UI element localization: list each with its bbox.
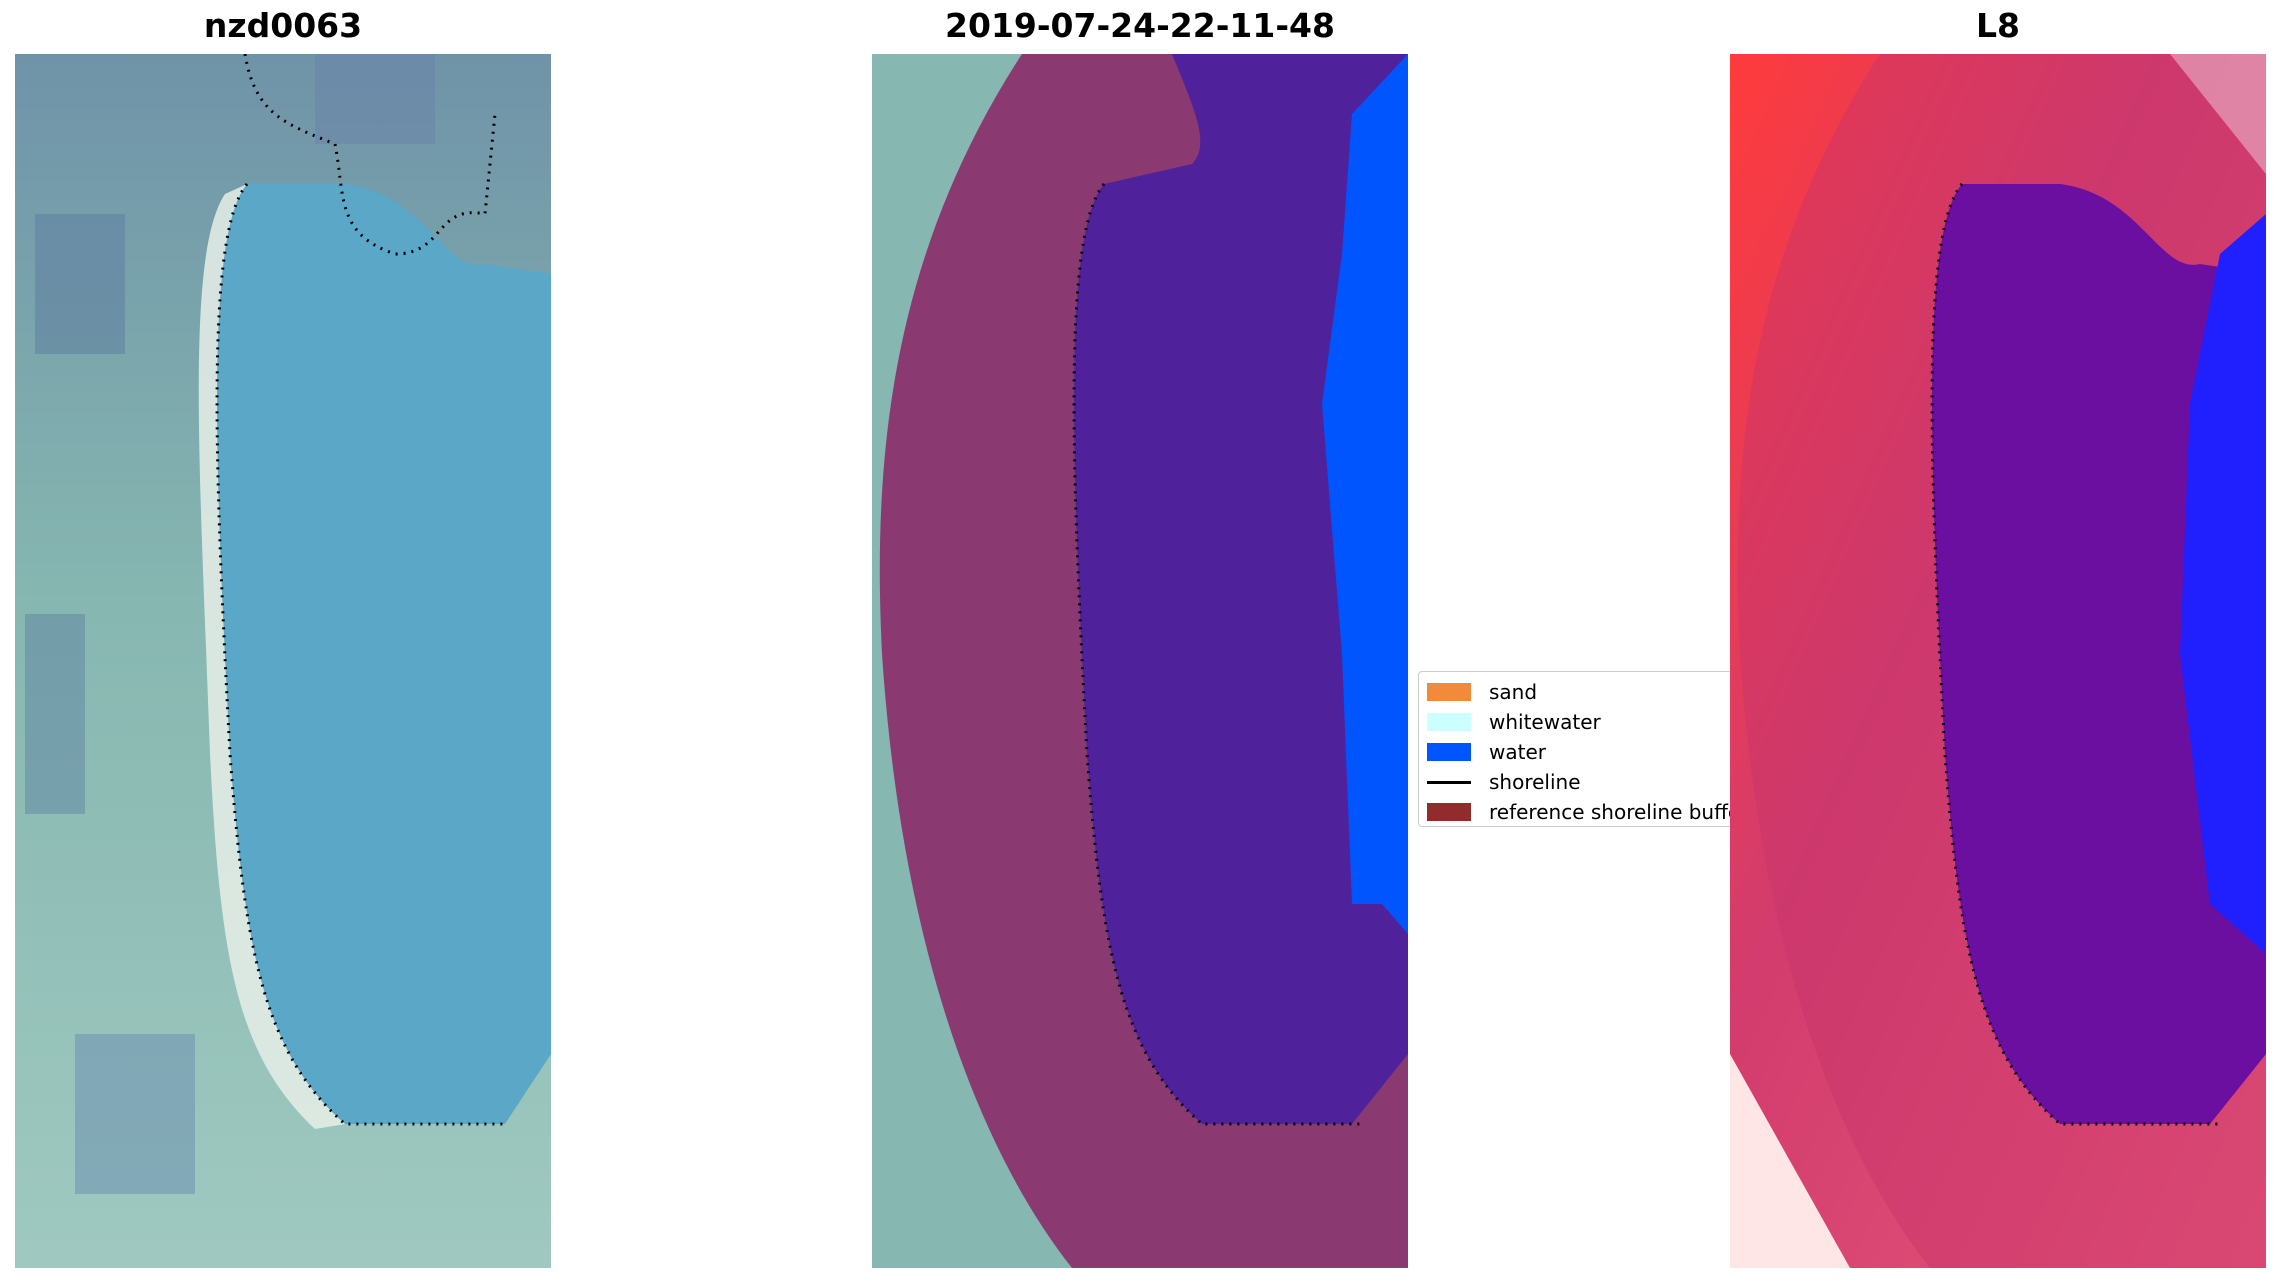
legend: sand whitewater water shoreline referenc… bbox=[1418, 671, 1738, 827]
legend-item-sand: sand bbox=[1427, 678, 1537, 706]
panel-title-date: 2019-07-24-22-11-48 bbox=[945, 6, 1335, 45]
legend-item-whitewater: whitewater bbox=[1427, 708, 1601, 736]
legend-item-reference-buffer: reference shoreline buffer bbox=[1427, 798, 1738, 826]
buffer-swatch bbox=[1427, 803, 1471, 821]
legend-label: shoreline bbox=[1489, 770, 1581, 794]
water-swatch bbox=[1427, 743, 1471, 761]
shoreline-line bbox=[215, 183, 505, 1126]
legend-label: whitewater bbox=[1489, 710, 1601, 734]
legend-label: sand bbox=[1489, 680, 1538, 704]
water-area bbox=[217, 184, 551, 1124]
shoreline-swatch bbox=[1427, 780, 1471, 784]
legend-label: water bbox=[1489, 740, 1546, 764]
lagoon-index bbox=[1932, 184, 2266, 1124]
water-class bbox=[1322, 54, 1408, 934]
index-image-panel bbox=[1730, 54, 2266, 1268]
panel-title-rgb: nzd0063 bbox=[203, 6, 363, 45]
legend-label: reference shoreline buffer bbox=[1489, 800, 1738, 824]
rgb-image-panel bbox=[15, 54, 551, 1268]
panel-title-l8: L8 bbox=[1976, 6, 2020, 45]
whitewater-swatch bbox=[1427, 713, 1471, 731]
water-in-buffer bbox=[1074, 54, 1408, 1124]
sand-swatch bbox=[1427, 683, 1471, 701]
legend-item-water: water bbox=[1427, 738, 1546, 766]
classified-image-panel bbox=[872, 54, 1408, 1268]
legend-item-shoreline: shoreline bbox=[1427, 768, 1581, 796]
beach-strip bbox=[198, 184, 345, 1129]
sea-index bbox=[2180, 214, 2266, 954]
